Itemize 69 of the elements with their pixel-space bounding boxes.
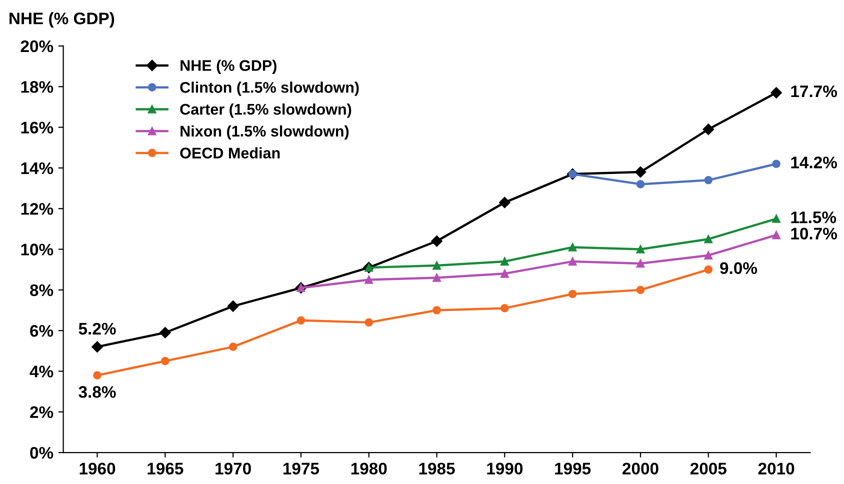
y-tick-label: 6% (30, 324, 54, 337)
point (500, 269, 509, 278)
point (296, 316, 306, 325)
point (704, 176, 713, 184)
point (364, 276, 374, 284)
point (160, 356, 170, 366)
y-tick-label: 12% (21, 203, 54, 215)
point (772, 160, 780, 168)
point (92, 341, 103, 352)
point (499, 196, 510, 208)
point (568, 290, 577, 298)
legend-label: OECD Median (180, 147, 280, 158)
y-tick-label: 18% (21, 81, 54, 93)
y-tick-label: 0% (30, 446, 54, 459)
point (160, 327, 171, 338)
point (227, 300, 239, 312)
y-tick-label: 8% (30, 284, 54, 296)
point (431, 236, 442, 247)
point (634, 166, 646, 178)
y-tick-label: 4% (30, 366, 54, 378)
x-tick-label: 2005 (690, 462, 726, 475)
point (228, 342, 238, 351)
data-label: 3.8% (78, 386, 116, 398)
x-tick-label: 1990 (487, 462, 523, 475)
data-label: 9.0% (720, 262, 758, 274)
y-axis-title: NHE (% GDP) (10, 12, 114, 28)
y-tick-label: 14% (21, 162, 54, 174)
point (770, 87, 782, 98)
point (704, 234, 713, 244)
legend-label: Carter (1.5% slowdown) (180, 103, 352, 118)
legend-label: NHE (% GDP) (180, 60, 276, 74)
point (704, 265, 713, 274)
y-tick-label: 10% (21, 244, 54, 256)
data-label: 11.5% (791, 211, 836, 224)
data-label: 14.2% (791, 156, 837, 168)
x-tick-label: 1965 (148, 462, 184, 475)
y-tick-label: 20% (20, 40, 54, 52)
point (364, 318, 374, 327)
point (93, 371, 102, 380)
point (772, 230, 780, 240)
point (772, 214, 780, 223)
point (432, 274, 441, 282)
y-tick-label: 2% (30, 406, 54, 418)
point (704, 251, 713, 260)
point (432, 261, 441, 270)
point (568, 257, 577, 266)
legend-label: Clinton (1.5% slowdown) (180, 82, 359, 96)
point (568, 243, 577, 252)
x-tick-label: 2010 (758, 462, 794, 475)
point (702, 124, 714, 135)
data-label: 5.2% (78, 322, 116, 335)
point (636, 259, 645, 268)
x-tick-label: 1995 (555, 462, 591, 475)
point (636, 245, 645, 254)
point (636, 286, 645, 294)
point (432, 306, 441, 314)
data-label: 10.7% (791, 228, 837, 240)
x-tick-label: 2000 (622, 462, 658, 475)
point (500, 304, 509, 312)
point (500, 257, 509, 266)
x-tick-label: 1975 (283, 462, 320, 475)
x-tick-label: 1985 (419, 462, 455, 475)
legend-label: Nixon (1.5% slowdown) (180, 125, 349, 140)
x-tick-label: 1960 (80, 462, 116, 475)
y-tick-label: 16% (21, 122, 54, 134)
point (636, 180, 645, 188)
x-tick-label: 1980 (351, 462, 387, 475)
data-label: 17.7% (791, 85, 837, 98)
x-tick-label: 1970 (216, 462, 251, 475)
